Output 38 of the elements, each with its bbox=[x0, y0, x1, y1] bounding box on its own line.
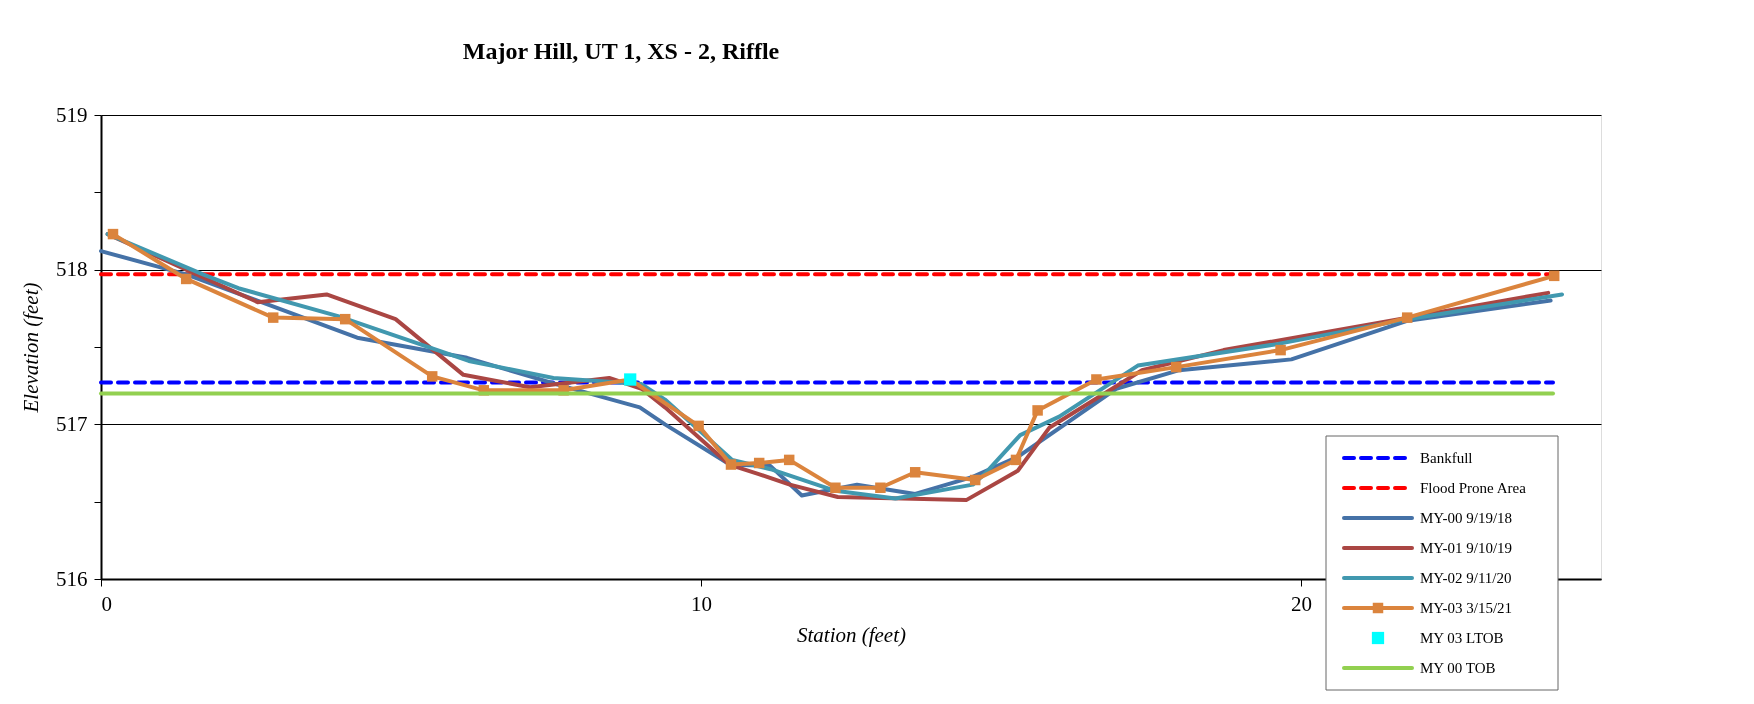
point bbox=[783, 454, 795, 466]
x-axis-title: Station (feet) bbox=[796, 622, 907, 647]
x-tick-label: 20 bbox=[1291, 591, 1312, 616]
point bbox=[107, 228, 119, 240]
legend-label: MY-03 3/15/21 bbox=[1420, 600, 1513, 616]
legend-label: MY-00 9/19/18 bbox=[1420, 510, 1513, 526]
point bbox=[426, 371, 438, 382]
y-tick-label: 519 bbox=[56, 102, 88, 127]
point bbox=[180, 273, 192, 285]
point bbox=[1091, 374, 1102, 385]
chart-title: Major Hill, UT 1, XS - 2, Riffle bbox=[462, 38, 780, 64]
y-tick-label: 518 bbox=[56, 257, 88, 282]
point bbox=[875, 482, 886, 493]
x-tick-label: 10 bbox=[691, 591, 712, 616]
legend-label: MY-01 9/10/19 bbox=[1420, 540, 1513, 556]
point bbox=[725, 459, 737, 470]
point bbox=[267, 312, 279, 323]
y-axis-title: Elevation (feet) bbox=[19, 282, 43, 414]
point bbox=[1032, 405, 1043, 416]
y-tick-label: 516 bbox=[56, 566, 88, 591]
point bbox=[1401, 312, 1413, 323]
point bbox=[693, 420, 704, 432]
point bbox=[1548, 270, 1560, 282]
legend-label: MY 03 LTOB bbox=[1420, 630, 1504, 646]
point bbox=[909, 467, 921, 478]
point bbox=[830, 482, 841, 493]
y-tick-label: 517 bbox=[56, 411, 88, 436]
point bbox=[969, 474, 981, 486]
point bbox=[1170, 361, 1182, 373]
legend-label: MY 00 TOB bbox=[1420, 660, 1496, 676]
x-tick-label: 0 bbox=[101, 591, 112, 616]
legend-label: Flood Prone Area bbox=[1420, 480, 1527, 496]
point bbox=[339, 313, 351, 325]
point bbox=[1275, 344, 1286, 356]
point bbox=[1010, 454, 1022, 466]
legend-label: MY-02 9/11/20 bbox=[1420, 570, 1512, 586]
legend-label: Bankfull bbox=[1420, 450, 1473, 466]
point bbox=[753, 457, 765, 469]
